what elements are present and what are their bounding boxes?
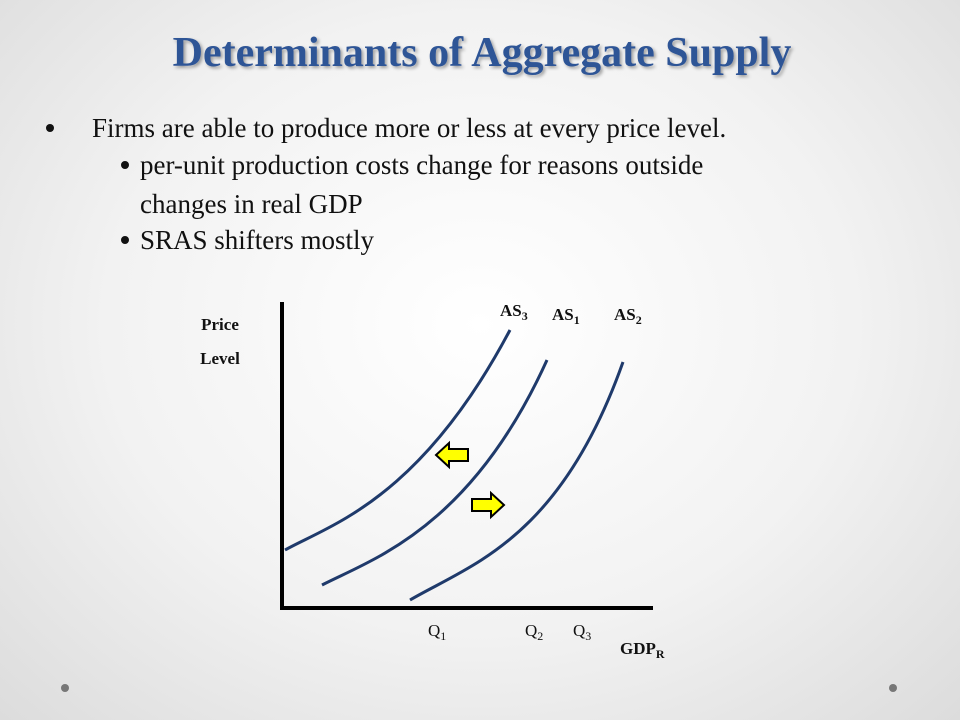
shift-right-arrow xyxy=(471,490,506,520)
shift-left-arrow xyxy=(434,440,469,470)
bullet-text: Firms are able to produce more or less a… xyxy=(92,113,726,143)
as-curve xyxy=(284,329,512,552)
quantity-label: Q3 xyxy=(573,621,591,643)
x-axis-label: GDPR xyxy=(620,639,665,661)
curve-label: AS1 xyxy=(552,305,580,327)
as-curve xyxy=(409,361,625,602)
sub-bullet-text: changes in real GDP xyxy=(140,189,363,219)
sub-bullet-text: per-unit production costs change for rea… xyxy=(140,150,703,180)
decor-dot xyxy=(61,684,69,692)
bullet-dot xyxy=(46,124,54,132)
curve-label: AS3 xyxy=(500,301,528,323)
quantity-label: Q1 xyxy=(428,621,446,643)
y-axis-label: Level xyxy=(200,349,240,368)
bullet-dot xyxy=(121,161,129,169)
quantity-label: Q2 xyxy=(525,621,543,643)
curve-label: AS2 xyxy=(614,305,642,327)
slide-title: Determinants of Aggregate Supply xyxy=(173,30,792,76)
as-curve xyxy=(321,359,549,587)
decor-dot xyxy=(889,684,897,692)
bullet-dot xyxy=(121,236,129,244)
y-axis-label: Price xyxy=(201,315,239,334)
sub-bullet-text: SRAS shifters mostly xyxy=(140,225,375,255)
